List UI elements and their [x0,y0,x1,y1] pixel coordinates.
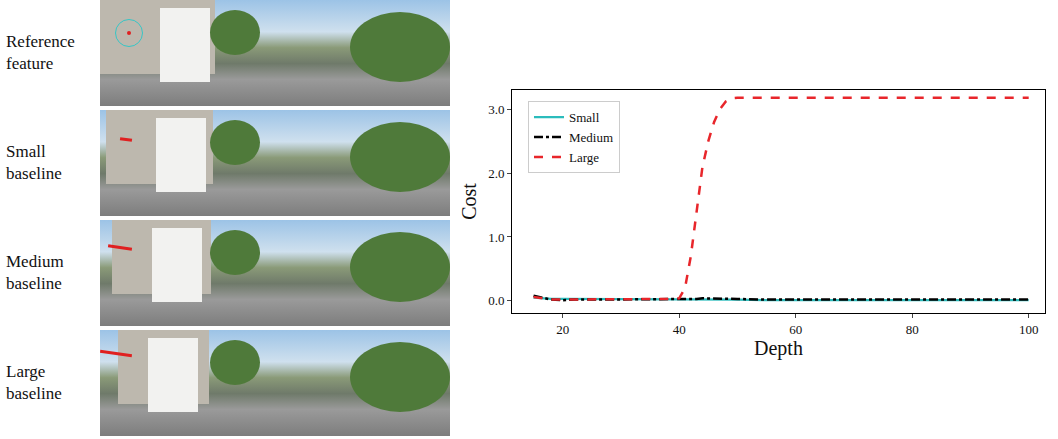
svg-text:3.0: 3.0 [488,102,504,117]
svg-text:1.0: 1.0 [488,230,504,245]
html-text:Reference: Reference [6,32,75,51]
svg-text:Cost: Cost [458,183,480,220]
html-text:Medium: Medium [6,252,64,271]
svg-text:80: 80 [906,322,919,337]
html-text:Large: Large [6,362,46,381]
html-text:baseline: baseline [6,384,62,403]
svg-text:40: 40 [673,322,686,337]
html-text:Small: Small [6,142,46,161]
svg-text:2.0: 2.0 [488,166,504,181]
svg-text:0.0: 0.0 [488,293,504,308]
svg-text:Medium: Medium [569,130,613,145]
svg-text:20: 20 [556,322,569,337]
svg-text:100: 100 [1019,322,1038,337]
html-text:feature: feature [6,54,54,73]
html-text:baseline: baseline [6,274,62,293]
html-text:baseline: baseline [6,164,62,183]
svg-text:Depth: Depth [754,337,803,360]
svg-text:Large: Large [569,150,599,165]
svg-text:Small: Small [569,110,600,125]
svg-text:60: 60 [789,322,802,337]
